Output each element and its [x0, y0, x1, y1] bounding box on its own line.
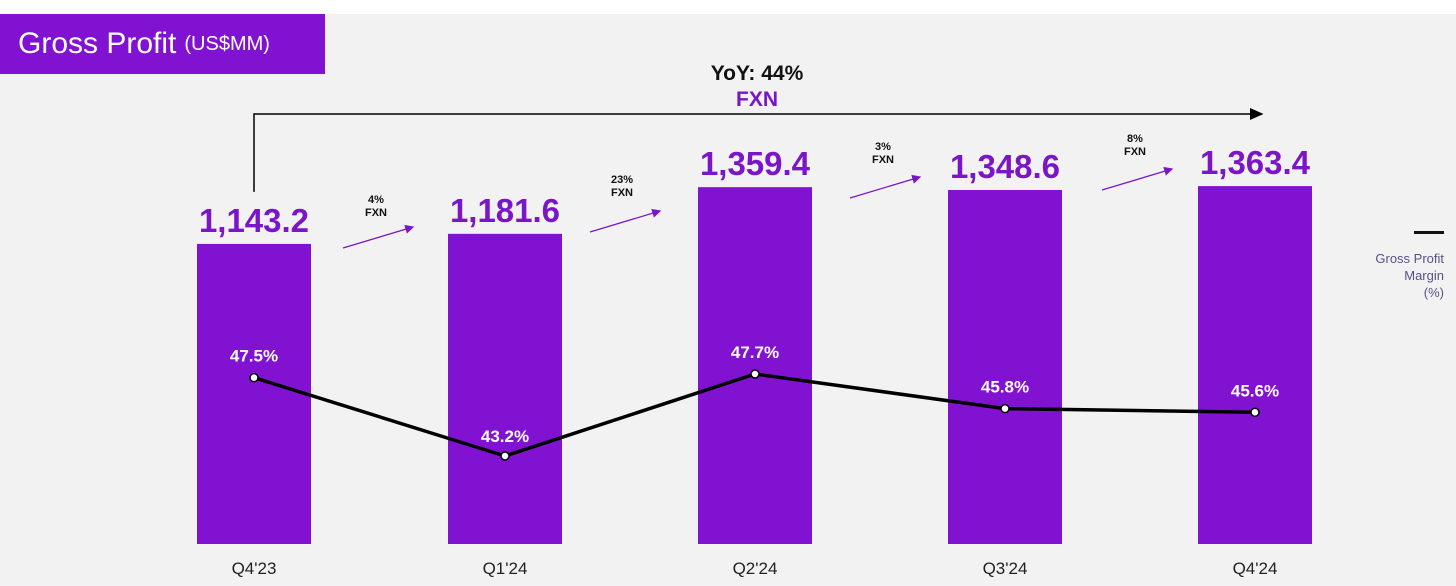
x-tick-label: Q3'24: [983, 559, 1028, 578]
growth-note-label: FXN: [872, 154, 894, 166]
x-tick-label: Q1'24: [483, 559, 528, 578]
margin-point: [750, 369, 760, 379]
yoy-arrow: [253, 108, 1264, 192]
yoy-sub-label: FXN: [736, 88, 778, 111]
margin-point: [1250, 407, 1260, 418]
growth-arrow: [1101, 166, 1174, 191]
chart-title: Gross Profit: [18, 27, 177, 60]
margin-value-label: 45.8%: [981, 378, 1029, 397]
margin-value-label: 47.7%: [731, 343, 779, 362]
margin-value-label: 43.2%: [481, 427, 529, 446]
legend-line-swatch: [1414, 231, 1444, 234]
growth-arrow: [342, 224, 415, 249]
bar-value-label: 1,348.6: [950, 148, 1060, 185]
bar-value-label: 1,359.4: [700, 145, 811, 182]
growth-pct-label: 8%: [1127, 133, 1143, 145]
growth-arrow: [589, 208, 662, 233]
bar-5: [1198, 186, 1312, 545]
title-banner: Gross Profit (US$MM): [0, 14, 325, 74]
bar-3: [698, 187, 812, 544]
growth-pct-label: 3%: [875, 141, 891, 153]
growth-note-label: FXN: [611, 187, 633, 199]
margin-point: [1000, 403, 1010, 414]
margin-point: [500, 451, 510, 461]
bar-2: [448, 233, 562, 544]
margin-point: [249, 372, 259, 383]
bar-value-label: 1,181.6: [450, 192, 560, 229]
bar-4: [948, 189, 1062, 544]
x-tick-label: Q4'24: [1233, 559, 1278, 578]
x-tick-label: Q4'23: [232, 559, 277, 578]
growth-pct-label: 4%: [368, 194, 384, 206]
yoy-label: YoY: 44%: [711, 62, 804, 85]
growth-note-label: FXN: [365, 207, 387, 219]
bar-value-label: 1,143.2: [199, 202, 309, 239]
chart-title-unit: (US$MM): [184, 32, 270, 55]
margin-value-label: 47.5%: [230, 347, 278, 366]
growth-pct-label: 23%: [611, 174, 633, 186]
bar-1: [197, 243, 311, 544]
legend-label: Gross Profit Margin (%): [1375, 251, 1444, 300]
growth-arrow: [849, 174, 922, 199]
bar-value-label: 1,363.4: [1200, 144, 1311, 181]
growth-note-label: FXN: [1124, 146, 1146, 158]
margin-value-label: 45.6%: [1231, 381, 1279, 400]
x-tick-label: Q2'24: [733, 559, 778, 578]
